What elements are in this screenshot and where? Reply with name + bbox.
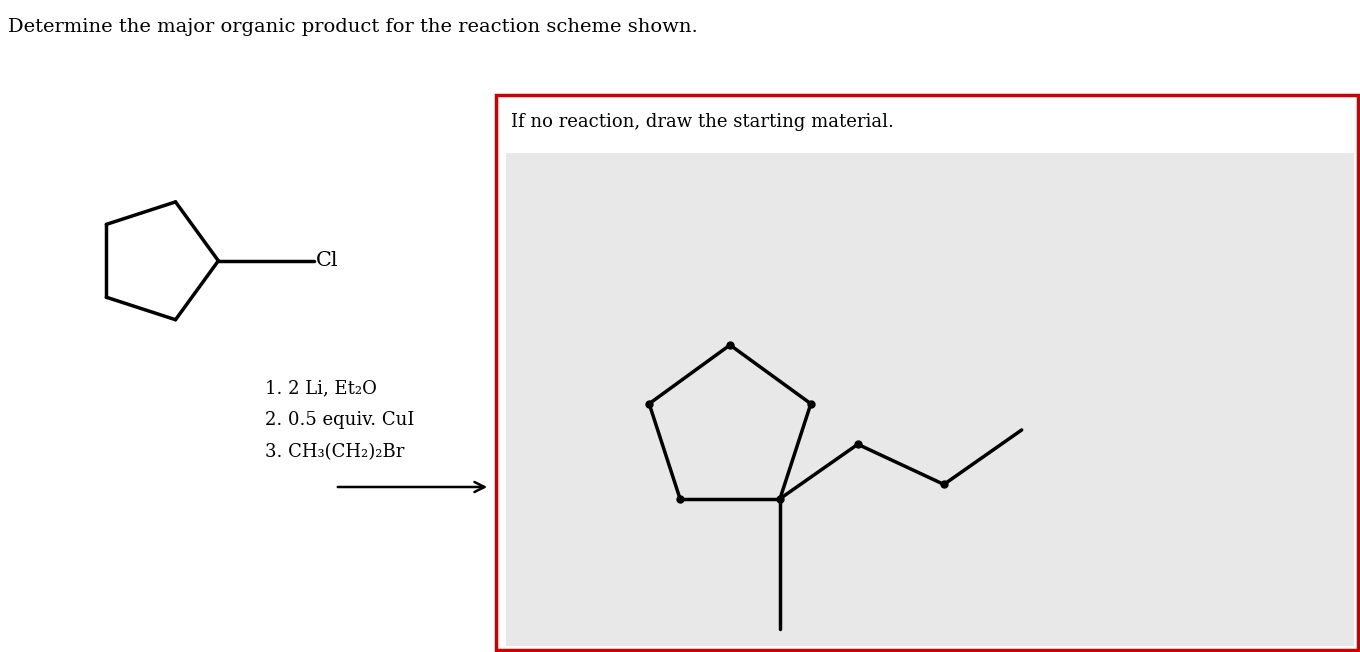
Bar xyxy=(496,95,1359,650)
Text: Cl: Cl xyxy=(316,251,339,271)
Bar xyxy=(506,153,1355,646)
Text: If no reaction, draw the starting material.: If no reaction, draw the starting materi… xyxy=(511,113,895,131)
Text: 2. 0.5 equiv. CuI: 2. 0.5 equiv. CuI xyxy=(265,411,415,429)
Text: 3. CH₃(CH₂)₂Br: 3. CH₃(CH₂)₂Br xyxy=(265,443,404,461)
Text: 1. 2 Li, Et₂O: 1. 2 Li, Et₂O xyxy=(265,379,377,397)
Text: Determine the major organic product for the reaction scheme shown.: Determine the major organic product for … xyxy=(8,18,698,36)
